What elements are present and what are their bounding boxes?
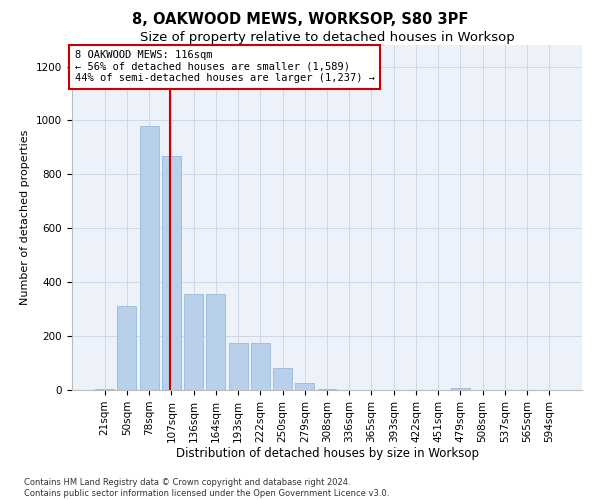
Bar (95, 388, 114, 390)
Bar (118, 306, 136, 390)
Bar (451, 388, 470, 390)
Text: 8 OAKWOOD MEWS: 116sqm
← 56% of detached houses are smaller (1,589)
44% of semi-: 8 OAKWOOD MEWS: 116sqm ← 56% of detached… (74, 50, 374, 84)
Y-axis label: Number of detached properties: Number of detached properties (20, 130, 31, 305)
Bar (229, 343, 248, 390)
Bar (251, 343, 270, 390)
Bar (295, 384, 314, 390)
Text: 8, OAKWOOD MEWS, WORKSOP, S80 3PF: 8, OAKWOOD MEWS, WORKSOP, S80 3PF (132, 12, 468, 28)
Bar (206, 294, 225, 390)
Text: Contains HM Land Registry data © Crown copyright and database right 2024.
Contai: Contains HM Land Registry data © Crown c… (24, 478, 389, 498)
Bar (184, 294, 203, 390)
Bar (273, 368, 292, 390)
Bar (162, 156, 181, 390)
Bar (317, 388, 337, 390)
Title: Size of property relative to detached houses in Worksop: Size of property relative to detached ho… (140, 31, 514, 44)
X-axis label: Distribution of detached houses by size in Worksop: Distribution of detached houses by size … (176, 448, 479, 460)
Bar (140, 126, 158, 390)
